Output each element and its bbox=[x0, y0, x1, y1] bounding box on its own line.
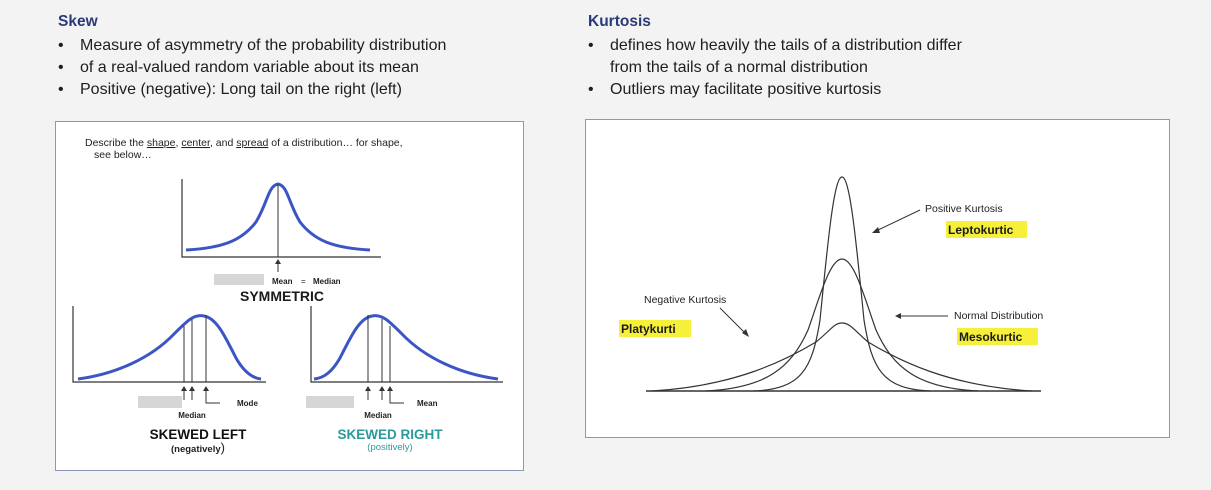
skewed-left-median-label: Median bbox=[178, 411, 206, 420]
skewed-right-median-label: Median bbox=[364, 411, 392, 420]
skewed-right-mean-label: Mean bbox=[417, 399, 438, 408]
skewed-right-axes bbox=[310, 306, 503, 383]
positive-kurtosis-label: Positive Kurtosis bbox=[925, 203, 1003, 215]
platykurtic-curve bbox=[651, 322, 1033, 392]
platykurtic-label: Platykurti bbox=[621, 322, 676, 336]
normal-distribution-arrowhead bbox=[895, 313, 901, 319]
skewed-left-arrowhead-2 bbox=[189, 386, 195, 391]
symmetric-redacted-box bbox=[214, 274, 264, 285]
skewed-left-arrowhead-3 bbox=[203, 386, 209, 391]
kurtosis-figure-panel: Positive Kurtosis Leptokurtic Negative K… bbox=[585, 119, 1170, 438]
kurtosis-figure: Positive Kurtosis Leptokurtic Negative K… bbox=[619, 176, 1043, 392]
skewed-right-redacted-box bbox=[306, 396, 354, 408]
symmetric-arrowhead bbox=[275, 259, 281, 264]
skew-section: Skew Measure of asymmetry of the probabi… bbox=[58, 12, 548, 101]
positive-kurtosis-arrowhead bbox=[872, 227, 880, 233]
symmetric-equals: = bbox=[301, 277, 306, 286]
platykurtic-highlight bbox=[619, 320, 691, 337]
skewed-left-mode-label: Mode bbox=[237, 399, 258, 408]
skewed-left-title: SKEWED LEFT bbox=[150, 427, 248, 442]
kurtosis-bullet-1-line2: from the tails of a normal distribution bbox=[610, 59, 868, 76]
negative-kurtosis-arrowhead bbox=[742, 329, 749, 337]
skew-bullet-3: Positive (negative): Long tail on the ri… bbox=[58, 79, 548, 101]
skewed-right-mean-leader bbox=[389, 390, 404, 404]
negative-kurtosis-arrow bbox=[719, 307, 747, 335]
leptokurtic-curve bbox=[753, 176, 931, 392]
symmetric-chart: Mean = Median SYMMETRIC bbox=[181, 179, 381, 304]
skew-bullet-1: Measure of asymmetry of the probability … bbox=[58, 35, 548, 57]
mesokurtic-label: Mesokurtic bbox=[959, 330, 1023, 344]
skew-bullet-2: of a real-valued random variable about i… bbox=[58, 57, 548, 79]
skewed-right-curve bbox=[313, 314, 499, 381]
kurtosis-bullet-1: defines how heavily the tails of a distr… bbox=[588, 35, 1178, 79]
symmetric-mean-label: Mean bbox=[272, 277, 293, 286]
skewed-left-chart: Mode Median SKEWED LEFT (negatively) bbox=[72, 306, 266, 455]
skewed-left-redacted-box bbox=[138, 396, 182, 408]
skewed-right-arrowhead-3 bbox=[387, 386, 393, 391]
skew-figure-intro: Describe the shape, center, and spread o… bbox=[85, 137, 403, 149]
skewed-right-arrowhead-2 bbox=[379, 386, 385, 391]
skew-bullets: Measure of asymmetry of the probability … bbox=[58, 35, 548, 101]
symmetric-median-label: Median bbox=[313, 277, 341, 286]
positive-kurtosis-arrow bbox=[875, 209, 921, 232]
kurtosis-section: Kurtosis defines how heavily the tails o… bbox=[588, 12, 1178, 101]
skew-heading: Skew bbox=[58, 13, 98, 30]
skewed-left-arrowhead-1 bbox=[181, 386, 187, 391]
kurtosis-bullets: defines how heavily the tails of a distr… bbox=[588, 35, 1178, 101]
symmetric-axes bbox=[181, 179, 381, 258]
symmetric-title: SYMMETRIC bbox=[240, 288, 324, 304]
mesokurtic-curve bbox=[705, 258, 979, 392]
skewed-left-mode-leader bbox=[205, 390, 220, 404]
skew-figure-panel: Describe the shape, center, and spread o… bbox=[55, 121, 524, 471]
leptokurtic-highlight bbox=[946, 221, 1027, 238]
mesokurtic-highlight bbox=[957, 328, 1038, 345]
kurtosis-bullet-2: Outliers may facilitate positive kurtosi… bbox=[588, 79, 1178, 101]
skewed-right-title: SKEWED RIGHT bbox=[337, 427, 443, 442]
skewed-right-subtitle: (positively) bbox=[367, 442, 412, 453]
kurtosis-heading: Kurtosis bbox=[588, 13, 651, 30]
skewed-right-arrowhead-1 bbox=[365, 386, 371, 391]
normal-distribution-label: Normal Distribution bbox=[954, 310, 1043, 322]
skewed-left-subtitle: (negatively) bbox=[171, 440, 225, 455]
negative-kurtosis-label: Negative Kurtosis bbox=[644, 294, 726, 306]
skew-figure: Describe the shape, center, and spread o… bbox=[72, 137, 503, 455]
kurtosis-bullet-1-line1: defines how heavily the tails of a distr… bbox=[610, 37, 962, 54]
skew-figure-intro-line2: see below… bbox=[94, 149, 152, 161]
skewed-left-curve bbox=[77, 314, 262, 381]
leptokurtic-label: Leptokurtic bbox=[948, 223, 1014, 237]
skewed-right-chart: Mean Median SKEWED RIGHT (positively) bbox=[306, 306, 503, 453]
skewed-left-axes bbox=[72, 306, 266, 383]
